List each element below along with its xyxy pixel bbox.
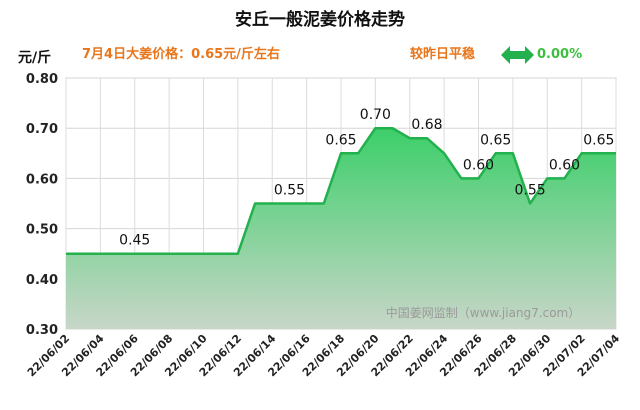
data-label: 0.55 [514,183,545,199]
data-label: 0.70 [360,107,391,123]
data-label: 0.55 [274,183,305,199]
y-axis-ticks: 0.80 0.70 0.60 0.50 0.40 0.30 [26,72,58,338]
data-label: 0.65 [325,132,356,148]
plot-area: 0.80 0.70 0.60 0.50 0.40 0.30 22/06/0222/06/0… [25,72,623,379]
y-tick-label: 0.60 [26,172,58,187]
x-axis-ticks: 22/06/0222/06/0422/06/0622/06/0822/06/10… [25,332,623,380]
price-info: 7月4日大姜价格：0.65元/斤左右 [82,46,280,62]
y-tick-label: 0.30 [26,323,58,338]
trend-text: 较昨日平稳 [410,46,475,62]
data-label: 0.68 [411,117,442,133]
watermark: 中国姜网监制（www.jiang7.com） [386,305,580,320]
data-label: 0.45 [119,233,150,249]
area-layer [66,126,616,329]
y-tick-label: 0.40 [26,273,58,288]
y-tick-label: 0.80 [26,72,58,87]
y-tick-label: 0.50 [26,223,58,238]
data-label: 0.65 [583,132,614,148]
change-percent: 0.00% [537,47,582,62]
y-tick-label: 0.70 [26,122,58,137]
data-labels: 0.450.550.650.700.680.600.650.550.600.65 [119,107,614,249]
double-arrow-icon [501,46,534,64]
data-label: 0.60 [549,157,580,173]
data-label: 0.65 [480,132,511,148]
data-label: 0.60 [463,157,494,173]
chart-title: 安丘一般泥姜价格走势 [235,9,405,30]
price-line [66,126,616,255]
y-unit-label: 元/斤 [18,49,51,66]
